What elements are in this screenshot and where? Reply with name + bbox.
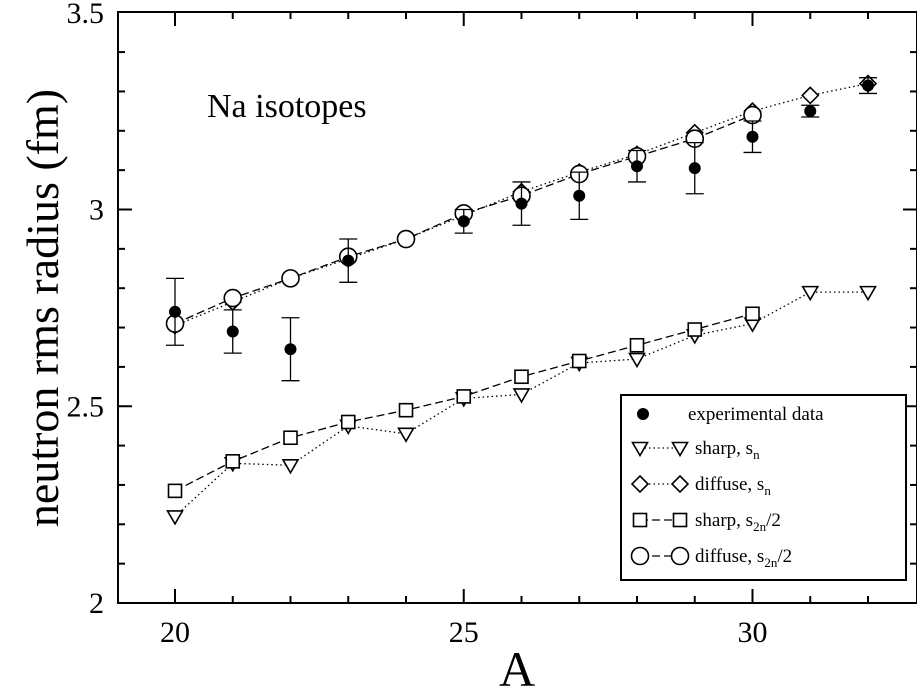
data-point (859, 285, 877, 302)
data-point (225, 454, 241, 469)
plot-frame (117, 11, 917, 604)
data-point (166, 510, 184, 526)
legend-marker (670, 474, 690, 494)
legend-label: sharp, s2n/2 (695, 510, 781, 534)
x-tick-label: 25 (449, 616, 479, 649)
data-point (223, 288, 243, 308)
data-point (688, 162, 701, 175)
legend-item-diffuse-sn: diffuse, sn (630, 474, 771, 498)
legend-item-exp: experimental data (637, 404, 824, 425)
data-point (801, 86, 820, 105)
data-point (862, 79, 874, 92)
plot-area (165, 74, 878, 526)
data-point (342, 254, 355, 267)
legend-item-sharp-s2n: sharp, s2n/2 (632, 510, 781, 534)
legend: experimental data sharp, sn diffuse, sn sha… (620, 394, 907, 581)
data-point (398, 402, 414, 418)
legend-marker (670, 546, 690, 566)
legend-marker (637, 408, 649, 420)
legend-marker (631, 441, 649, 458)
series-line (174, 114, 753, 325)
data-point (340, 414, 356, 430)
data-point (281, 269, 300, 288)
data-point (169, 305, 181, 318)
legend-label: diffuse, sn (695, 474, 771, 498)
y-tick-label: 3.5 (67, 0, 105, 30)
legend-marker (672, 512, 688, 528)
data-point (571, 353, 587, 369)
y-tick-label: 2.5 (67, 390, 105, 423)
data-point (284, 343, 297, 356)
data-point (167, 483, 183, 499)
x-axis-title: A (499, 641, 535, 689)
data-point (226, 325, 239, 338)
y-tick-label: 3 (89, 194, 104, 227)
legend-marker (632, 512, 648, 528)
legend-label: experimental data (688, 404, 824, 425)
legend-label: sharp, sn (695, 438, 760, 462)
data-point (746, 130, 759, 143)
data-point (628, 352, 646, 369)
series-sharp-s2n (167, 306, 760, 499)
data-point (629, 337, 645, 353)
x-tick-label: 20 (160, 616, 190, 649)
series-exp (166, 77, 877, 382)
data-point (515, 197, 528, 210)
data-point (396, 229, 416, 249)
data-point (687, 322, 703, 337)
legend-marker (630, 474, 650, 494)
data-point (283, 430, 298, 446)
data-point (631, 160, 643, 173)
data-point (456, 389, 472, 404)
legend-item-diffuse-s2n: diffuse, s2n/2 (630, 546, 792, 570)
data-point (801, 285, 820, 302)
data-point (397, 427, 415, 443)
legend-label: diffuse, s2n/2 (695, 546, 792, 570)
axis-ticks (118, 12, 917, 603)
x-tick-label: 30 (738, 616, 768, 649)
legend-item-sharp-sn: sharp, sn (631, 438, 760, 462)
data-point (281, 458, 300, 475)
data-point (804, 105, 817, 118)
legend-marker (671, 441, 689, 458)
axis-tick-labels: 20 25 30 2 2.5 3 3.5 (67, 0, 768, 649)
legend-marker (630, 546, 650, 566)
data-point (573, 189, 586, 202)
annotation-label: Na isotopes (207, 88, 367, 125)
y-axis-title: neutron rms radius (fm) (17, 89, 68, 527)
data-point (745, 306, 760, 322)
data-point (514, 369, 529, 385)
legend-box (620, 394, 907, 581)
data-point (512, 388, 531, 404)
data-point (457, 215, 470, 228)
y-tick-label: 2 (89, 587, 104, 620)
